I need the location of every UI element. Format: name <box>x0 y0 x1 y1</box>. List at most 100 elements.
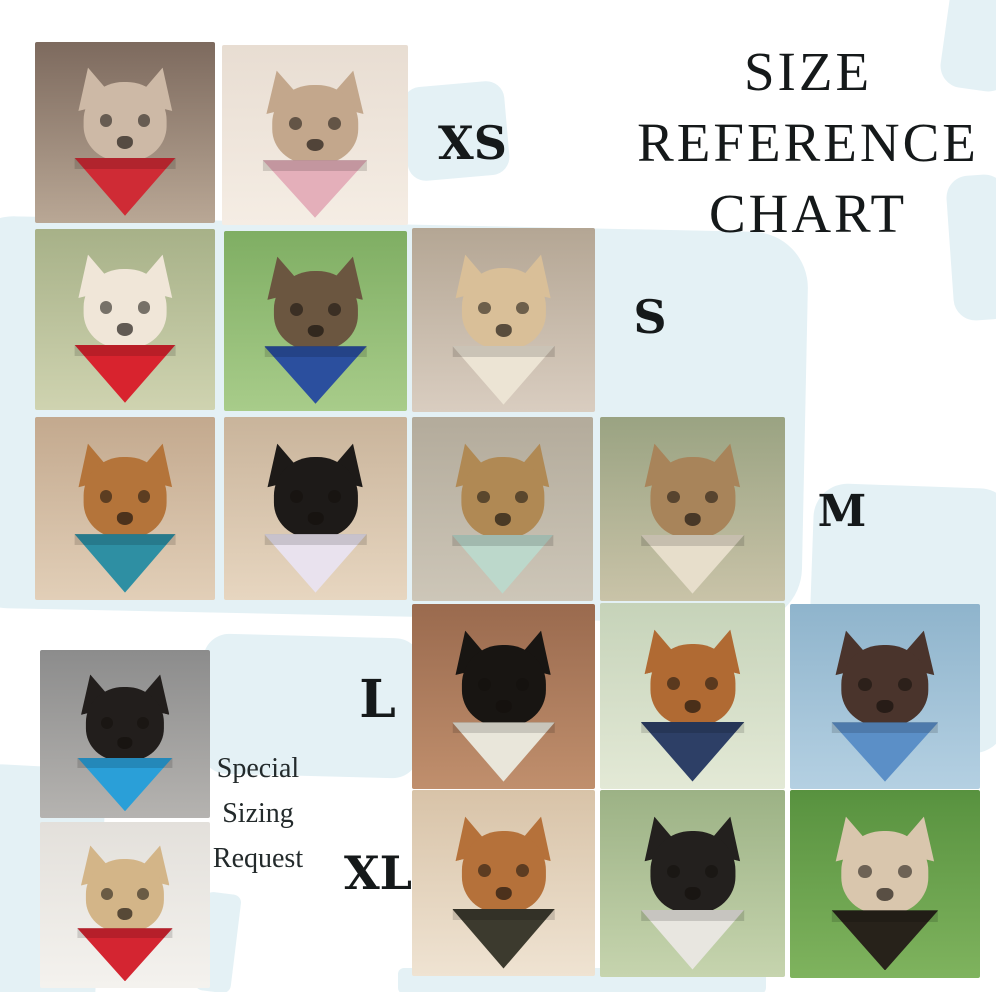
pet-head-icon <box>272 84 358 164</box>
pet-head-icon <box>649 457 736 539</box>
pet-head-icon <box>85 858 165 932</box>
size-label-xs: XS <box>438 116 507 170</box>
photo-xl-pitbull-batman-bandana <box>790 790 980 978</box>
pet-head-icon <box>649 831 736 914</box>
bandana-band-icon <box>264 534 367 546</box>
pet-nose-icon <box>494 512 511 526</box>
pet-eye-icon <box>137 114 151 128</box>
bandana-band-icon <box>452 345 555 357</box>
size-label-l: L <box>359 669 396 730</box>
bandana-band-icon <box>452 909 555 921</box>
pet-eye-icon <box>328 303 342 316</box>
photo-xs-cat-red-wonder-woman-bandana <box>35 42 215 223</box>
pet-eye-icon <box>101 717 114 729</box>
bandana-band-icon <box>451 534 554 546</box>
pet-nose-icon <box>117 737 133 750</box>
photo-m-black-dog-floral-bandana <box>224 417 407 600</box>
size-label-xl: XL <box>343 846 413 900</box>
pet-nose-icon <box>876 887 894 901</box>
special-sizing-line-3: Request <box>212 843 304 874</box>
pet-nose-icon <box>684 699 701 713</box>
special-sizing-caption: Special Sizing Request <box>198 746 318 881</box>
pet-eye-icon <box>288 117 302 130</box>
pet-head-icon <box>461 830 546 913</box>
pet-eye-icon <box>705 677 719 691</box>
bandana-band-icon <box>640 534 745 546</box>
pet-nose-icon <box>684 887 701 901</box>
pet-head-icon <box>649 643 736 726</box>
pet-eye-icon <box>666 490 680 504</box>
pet-head-icon <box>83 268 167 349</box>
pet-eye-icon <box>328 117 342 130</box>
bandana-band-icon <box>74 534 176 546</box>
photo-m-german-shepherd-cream-bandana <box>600 417 785 601</box>
pet-eye-icon <box>99 114 113 128</box>
photo-xs-two-cats-pink-bandana <box>222 45 408 225</box>
pet-eye-icon <box>898 678 912 691</box>
pet-nose-icon <box>306 138 324 152</box>
photo-m-corgi-teal-bandana <box>35 417 215 600</box>
pet-nose-icon <box>116 136 134 149</box>
photo-s-dachshund-bow-floral-bandana <box>412 228 595 412</box>
pet-head-icon <box>273 457 358 538</box>
pet-eye-icon <box>99 490 113 503</box>
photo-l-malinois-white-bandana <box>412 604 595 789</box>
bandana-band-icon <box>77 757 173 768</box>
pet-eye-icon <box>666 677 680 691</box>
pet-eye-icon <box>328 490 342 503</box>
pet-head-icon <box>85 686 165 761</box>
pet-eye-icon <box>137 301 151 315</box>
photo-l-brown-dog-shark-bandana <box>790 604 980 789</box>
pet-head-icon <box>83 81 167 162</box>
pet-head-icon <box>461 268 546 350</box>
pet-eye-icon <box>516 678 530 691</box>
pet-eye-icon <box>137 490 151 503</box>
pet-eye-icon <box>858 678 872 691</box>
pet-eye-icon <box>705 490 719 504</box>
pet-head-icon <box>460 457 545 539</box>
pet-eye-icon <box>101 888 114 900</box>
pet-nose-icon <box>495 886 512 900</box>
pet-head-icon <box>841 644 929 727</box>
bandana-band-icon <box>640 909 745 921</box>
pet-head-icon <box>83 457 167 538</box>
bandana-band-icon <box>264 346 367 357</box>
bandana-band-icon <box>74 157 176 169</box>
pet-head-icon <box>273 270 358 350</box>
pet-head-icon <box>461 644 546 727</box>
photo-xl-newfoundland-cow-print-bandana <box>600 790 785 977</box>
bandana-band-icon <box>74 344 176 356</box>
size-label-s: S <box>633 290 667 344</box>
bandana-band-icon <box>640 722 745 734</box>
pet-nose-icon <box>495 700 512 714</box>
pet-eye-icon <box>858 865 872 879</box>
pet-nose-icon <box>116 512 134 525</box>
pet-eye-icon <box>136 717 149 729</box>
pet-nose-icon <box>684 512 701 526</box>
pet-eye-icon <box>516 301 530 315</box>
pet-eye-icon <box>477 864 491 878</box>
special-sizing-line-2: Sizing <box>222 798 294 829</box>
photo-m-doodle-sunglasses-mint-bandana <box>412 417 593 601</box>
pet-nose-icon <box>495 323 512 337</box>
photo-s-airedale-dinosaur-bandana <box>224 231 407 411</box>
pet-nose-icon <box>117 908 133 920</box>
pet-nose-icon <box>307 324 324 338</box>
pet-eye-icon <box>99 301 113 315</box>
pet-eye-icon <box>289 490 303 503</box>
size-label-m: M <box>817 486 867 537</box>
page-title-line-1: SIZE <box>743 41 873 102</box>
page-title: SIZE REFERENCE CHART <box>620 36 996 249</box>
bandana-band-icon <box>77 928 173 939</box>
pet-eye-icon <box>477 490 490 504</box>
pet-nose-icon <box>876 700 894 714</box>
pet-nose-icon <box>116 323 134 336</box>
pet-head-icon <box>841 831 929 915</box>
pet-eye-icon <box>477 301 491 315</box>
photo-l-golden-retriever-gingham-bandana <box>600 603 785 789</box>
pet-eye-icon <box>515 490 528 504</box>
photo-s-smiling-dog-red-bandana <box>35 229 215 410</box>
page-title-line-2: REFERENCE <box>637 112 979 173</box>
pet-eye-icon <box>516 864 530 878</box>
